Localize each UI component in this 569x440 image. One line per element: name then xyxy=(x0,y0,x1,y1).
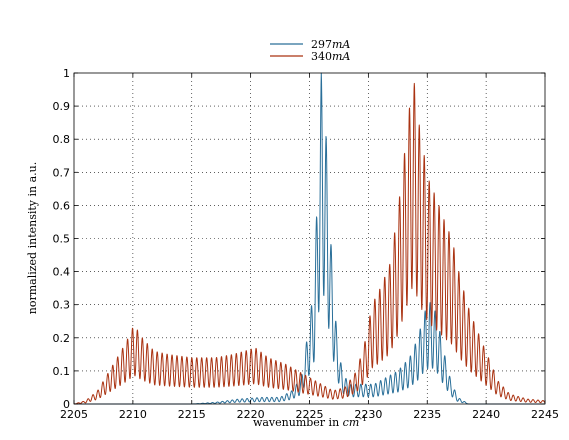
x-tick-label: 2220 xyxy=(237,408,265,421)
x-tick-label: 2225 xyxy=(296,408,324,421)
x-tick-label: 2230 xyxy=(354,408,382,421)
y-tick-label: 0.9 xyxy=(53,100,71,113)
legend-label-297mA: 297mA xyxy=(311,38,350,51)
y-tick-label: 0.4 xyxy=(53,266,71,279)
y-tick-labels: 0 0.1 0.2 0.3 0.4 0.5 0.6 0.7 0.8 0.9 1 xyxy=(53,67,71,411)
y-axis-label: normalized intensity in a.u. xyxy=(26,162,39,314)
tick-marks xyxy=(73,72,546,405)
y-tick-label: 0.2 xyxy=(53,332,71,345)
y-tick-label: 1 xyxy=(63,67,70,80)
grid-lines xyxy=(74,73,545,404)
y-tick-label: 0.5 xyxy=(53,233,71,246)
x-tick-label: 2205 xyxy=(60,408,88,421)
y-tick-label: 0.6 xyxy=(53,199,71,212)
legend: 297mA 340mA xyxy=(270,38,350,63)
x-tick-label: 2210 xyxy=(119,408,147,421)
x-tick-labels: 2205 2210 2215 2220 2225 2230 2235 2240 2245 xyxy=(60,408,559,421)
y-tick-label: 0.3 xyxy=(53,299,71,312)
y-tick-label: 0.8 xyxy=(53,133,71,146)
series-line-340mA xyxy=(73,82,546,405)
x-tick-label: 2235 xyxy=(413,408,441,421)
legend-label-340mA: 340mA xyxy=(311,50,350,63)
x-tick-label: 2245 xyxy=(531,408,559,421)
x-axis-label: wavenumber in cm-1 xyxy=(253,414,367,429)
x-tick-label: 2215 xyxy=(178,408,206,421)
y-tick-label: 0.7 xyxy=(53,166,71,179)
y-tick-label: 0 xyxy=(63,398,70,411)
y-tick-label: 0.1 xyxy=(53,365,71,378)
x-tick-label: 2240 xyxy=(472,408,500,421)
